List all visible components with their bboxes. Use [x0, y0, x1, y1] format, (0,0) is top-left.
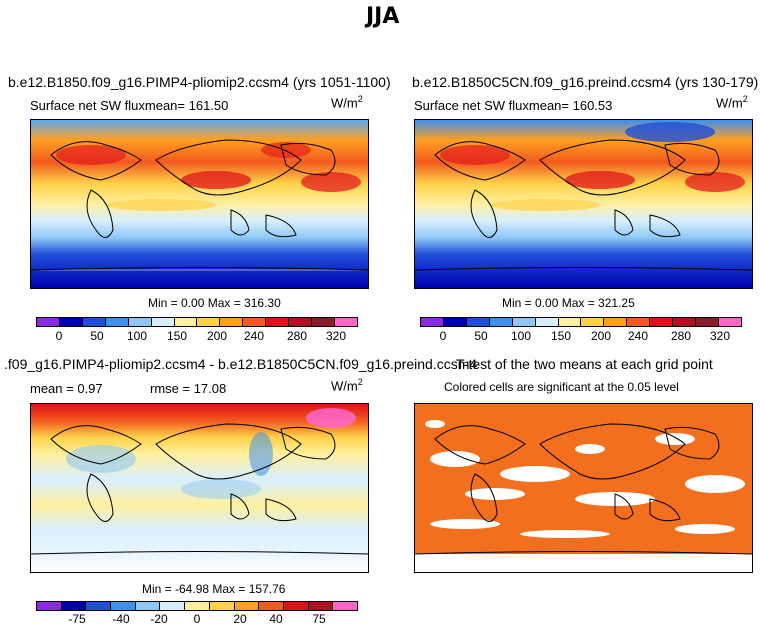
panel4-map	[414, 403, 753, 573]
panel3-cbar-box	[209, 602, 235, 610]
panel2-tick: 150	[550, 329, 572, 343]
panel2-cbar-box	[696, 318, 719, 326]
figure-title: JJA	[366, 4, 400, 29]
panel1-cbar-box	[82, 318, 106, 326]
panel1-cbar-box	[334, 318, 357, 326]
panel1-cbar-box	[312, 318, 335, 326]
panel3-case-title: .f09_g16.PIMP4-pliomip2.ccsm4 - b.e12.B1…	[4, 356, 478, 372]
panel2-cbar-box	[558, 318, 582, 326]
panel1-units: W/m2	[331, 94, 363, 111]
panel1-cbar-box	[266, 318, 290, 326]
panel4-subtitle: Colored cells are significant at the 0.0…	[444, 380, 679, 394]
panel2-cbar-box	[581, 318, 605, 326]
panel1-map-svg	[31, 120, 368, 288]
panel2-case-title: b.e12.B1850C5CN.f09_g16.preind.ccsm4 (yr…	[412, 74, 759, 90]
panel2-cbar-box	[489, 318, 513, 326]
panel2-map	[414, 119, 753, 289]
panel2-cbar-box	[604, 318, 628, 326]
panel3-cbar-box	[61, 602, 87, 610]
panel3-tick: -75	[68, 612, 86, 626]
panel2-tick: 240	[627, 329, 649, 343]
panel1-cbar-box	[243, 318, 267, 326]
panel2-cbar-box	[443, 318, 467, 326]
panel3-mean: mean = 0.97	[30, 381, 103, 396]
panel2-cbar-box	[650, 318, 674, 326]
panel3-tick: -40	[112, 612, 130, 626]
panel2-minmax: Min = 0.00 Max = 321.25	[502, 296, 635, 310]
panel3-map	[30, 403, 369, 573]
panel1-case-title: b.e12.B1850.f09_g16.PIMP4-pliomip2.ccsm4…	[8, 74, 391, 90]
panel2-cbar-box	[627, 318, 651, 326]
panel2-tick: 0	[439, 329, 447, 343]
panel3-cbar-box	[86, 602, 112, 610]
panel1-cbar-box	[37, 318, 60, 326]
panel3-cbar-box	[259, 602, 284, 610]
panel2-cbar-box	[512, 318, 536, 326]
panel3-units: W/m2	[331, 377, 363, 394]
panel1-tick: 50	[90, 329, 104, 343]
panel1-tick: 0	[55, 329, 63, 343]
panel1-tick: 200	[206, 329, 228, 343]
panel2-cbar-box	[466, 318, 490, 326]
panel2-var-label: Surface net SW fluxmean= 160.53	[414, 98, 613, 113]
panel2-cbar-box	[535, 318, 559, 326]
panel1-var-label: Surface net SW fluxmean= 161.50	[30, 98, 229, 113]
panel3-cbar-box	[234, 602, 260, 610]
panel3-tick: 75	[312, 612, 326, 626]
panel3-cbar-box	[135, 602, 161, 610]
panel1-cbar-box	[289, 318, 313, 326]
panel2-units: W/m2	[716, 94, 748, 111]
panel1-minmax: Min = 0.00 Max = 316.30	[148, 296, 281, 310]
panel3-cbar-box	[333, 602, 357, 610]
panel3-cbar-box	[308, 602, 334, 610]
panel3-tick: 0	[193, 612, 201, 626]
panel3-tick: 40	[269, 612, 283, 626]
panel2-cbar-box	[673, 318, 697, 326]
panel3-cbar-box	[185, 602, 210, 610]
panel3-minmax: Min = -64.98 Max = 157.76	[142, 582, 286, 596]
panel1-cbar-box	[220, 318, 244, 326]
panel1-cbar-box	[174, 318, 198, 326]
panel3-cbar-box	[160, 602, 186, 610]
panel3-cbar-box	[283, 602, 309, 610]
panel1-tick: 150	[166, 329, 188, 343]
panel4-title: T-test of the two means at each grid poi…	[456, 356, 713, 372]
panel1-map	[30, 119, 369, 289]
panel3-rmse: rmse = 17.08	[150, 381, 227, 396]
panel1-colorbar	[36, 317, 358, 327]
panel1-tick: 320	[325, 329, 347, 343]
panel3-colorbar	[36, 601, 358, 611]
panel2-tick: 320	[709, 329, 731, 343]
panel2-map-svg	[415, 120, 752, 288]
panel2-tick: 100	[510, 329, 532, 343]
panel3-cbar-box	[37, 602, 62, 610]
panel2-colorbar	[420, 317, 742, 327]
panel3-tick: -20	[150, 612, 168, 626]
panel1-mean: mean= 161.50	[144, 98, 229, 113]
panel2-tick: 200	[590, 329, 612, 343]
panel3-tick: 20	[233, 612, 247, 626]
panel2-cbar-box	[718, 318, 741, 326]
panel1-tick: 240	[243, 329, 265, 343]
panel2-mean: mean= 160.53	[528, 98, 613, 113]
panel1-tick: 280	[286, 329, 308, 343]
panel1-cbar-box	[59, 318, 83, 326]
panel3-map-svg	[31, 404, 368, 572]
panel1-cbar-box	[128, 318, 152, 326]
panel1-cbar-box	[105, 318, 129, 326]
panel1-cbar-box	[197, 318, 221, 326]
panel2-tick: 280	[670, 329, 692, 343]
panel2-tick: 50	[474, 329, 488, 343]
panel1-cbar-box	[151, 318, 175, 326]
panel3-cbar-box	[111, 602, 136, 610]
panel2-cbar-box	[421, 318, 444, 326]
panel4-map-svg	[415, 404, 752, 572]
panel1-tick: 100	[126, 329, 148, 343]
